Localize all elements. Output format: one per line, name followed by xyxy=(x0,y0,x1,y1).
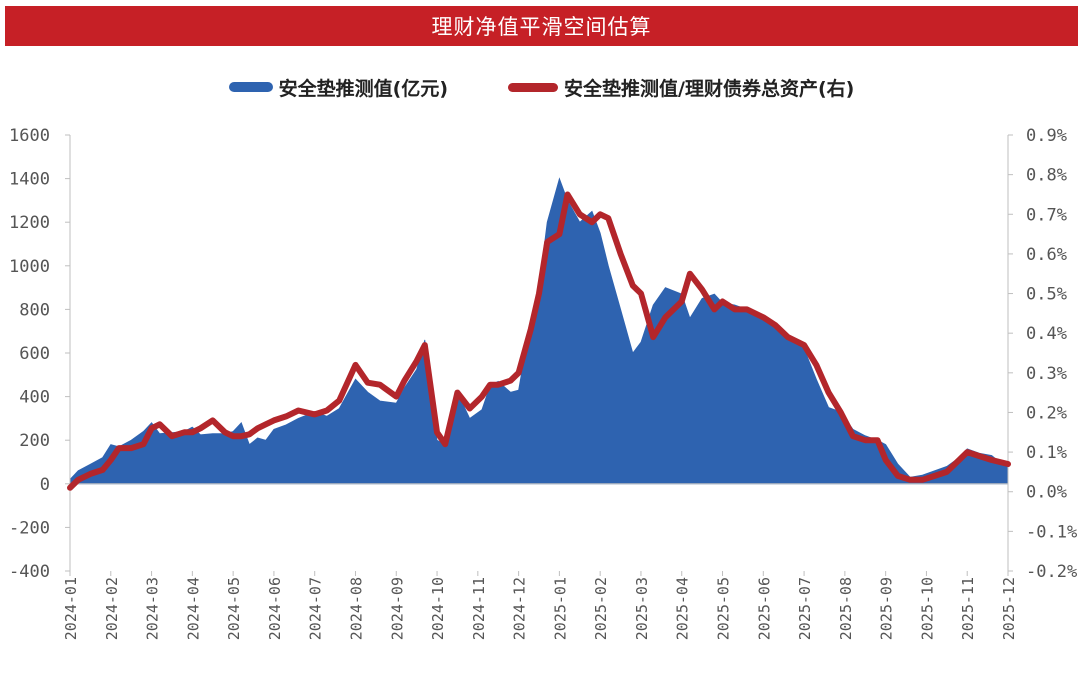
x-tick-label: 2025-07 xyxy=(796,577,814,640)
y-right-tick-label: 0.0% xyxy=(1026,483,1067,503)
x-tick-label: 2024-04 xyxy=(184,577,202,640)
y-right-tick-label: 0.1% xyxy=(1026,443,1067,463)
x-tick-label: 2025-11 xyxy=(959,577,977,640)
y-right-tick-label: 0.6% xyxy=(1026,245,1067,265)
y-right-tick-label: -0.2% xyxy=(1026,562,1077,582)
x-tick-label: 2025-01 xyxy=(551,577,569,640)
x-tick-label: 2025-04 xyxy=(674,577,692,640)
x-tick-label: 2025-08 xyxy=(837,577,855,640)
y-right-tick-label: 0.9% xyxy=(1026,126,1067,146)
x-tick-label: 2024-01 xyxy=(62,577,80,640)
legend-label-area: 安全垫推测值(亿元) xyxy=(278,77,449,100)
x-tick-label: 2025-05 xyxy=(715,577,733,640)
y-right-tick-label: 0.5% xyxy=(1026,285,1067,305)
y-right-tick-label: 0.7% xyxy=(1026,205,1067,225)
x-tick-label: 2024-06 xyxy=(266,577,284,640)
y-left-tick-label: 1000 xyxy=(9,257,50,277)
y-left-tick-label: 1200 xyxy=(9,213,50,233)
x-tick-label: 2025-09 xyxy=(878,577,896,640)
x-tick-label: 2025-10 xyxy=(918,577,936,640)
x-tick-label: 2024-11 xyxy=(470,577,488,640)
y-left-tick-label: 1400 xyxy=(9,170,50,190)
y-right-tick-label: 0.8% xyxy=(1026,166,1067,186)
x-tick-label: 2025-06 xyxy=(755,577,773,640)
y-left-tick-label: 600 xyxy=(19,344,50,364)
legend-swatch-area xyxy=(228,82,273,92)
y-left-tick-label: 200 xyxy=(19,431,50,451)
legend-swatch-line xyxy=(508,82,559,92)
y-left-tick-label: 0 xyxy=(40,475,50,495)
y-right-tick-label: 0.3% xyxy=(1026,364,1067,384)
chart-title-bar: 理财净值平滑空间估算 xyxy=(5,6,1078,46)
y-left-tick-label: -200 xyxy=(9,518,50,538)
chart-title: 理财净值平滑空间估算 xyxy=(431,15,652,39)
legend-item-line: 安全垫推测值/理财债券总资产(右) xyxy=(508,74,854,101)
y-left-tick-label: -400 xyxy=(9,562,50,582)
y-right-tick-label: -0.1% xyxy=(1026,522,1077,542)
y-left-tick-label: 1600 xyxy=(9,126,50,146)
legend-item-area: 安全垫推测值(亿元) xyxy=(228,74,449,101)
x-tick-label: 2025-12 xyxy=(1000,577,1018,640)
x-tick-label: 2024-05 xyxy=(225,577,243,640)
legend: 安全垫推测值(亿元) 安全垫推测值/理财债券总资产(右) xyxy=(0,70,1083,104)
line-series xyxy=(67,191,1011,491)
x-tick-label: 2025-03 xyxy=(633,577,651,640)
y-right-tick-label: 0.4% xyxy=(1026,324,1067,344)
x-tick-label: 2024-08 xyxy=(347,577,365,640)
x-tick-label: 2024-10 xyxy=(429,577,447,640)
x-tick-label: 2025-02 xyxy=(592,577,610,640)
y-left-tick-label: 400 xyxy=(19,388,50,408)
x-tick-label: 2024-07 xyxy=(307,577,325,640)
legend-label-line: 安全垫推测值/理财债券总资产(右) xyxy=(564,77,855,100)
x-tick-label: 2024-09 xyxy=(388,577,406,640)
x-tick-label: 2024-03 xyxy=(144,577,162,640)
x-tick-label: 2024-02 xyxy=(103,577,121,640)
y-left-tick-label: 800 xyxy=(19,300,50,320)
x-tick-label: 2024-12 xyxy=(511,577,529,640)
y-right-tick-label: 0.2% xyxy=(1026,403,1067,423)
